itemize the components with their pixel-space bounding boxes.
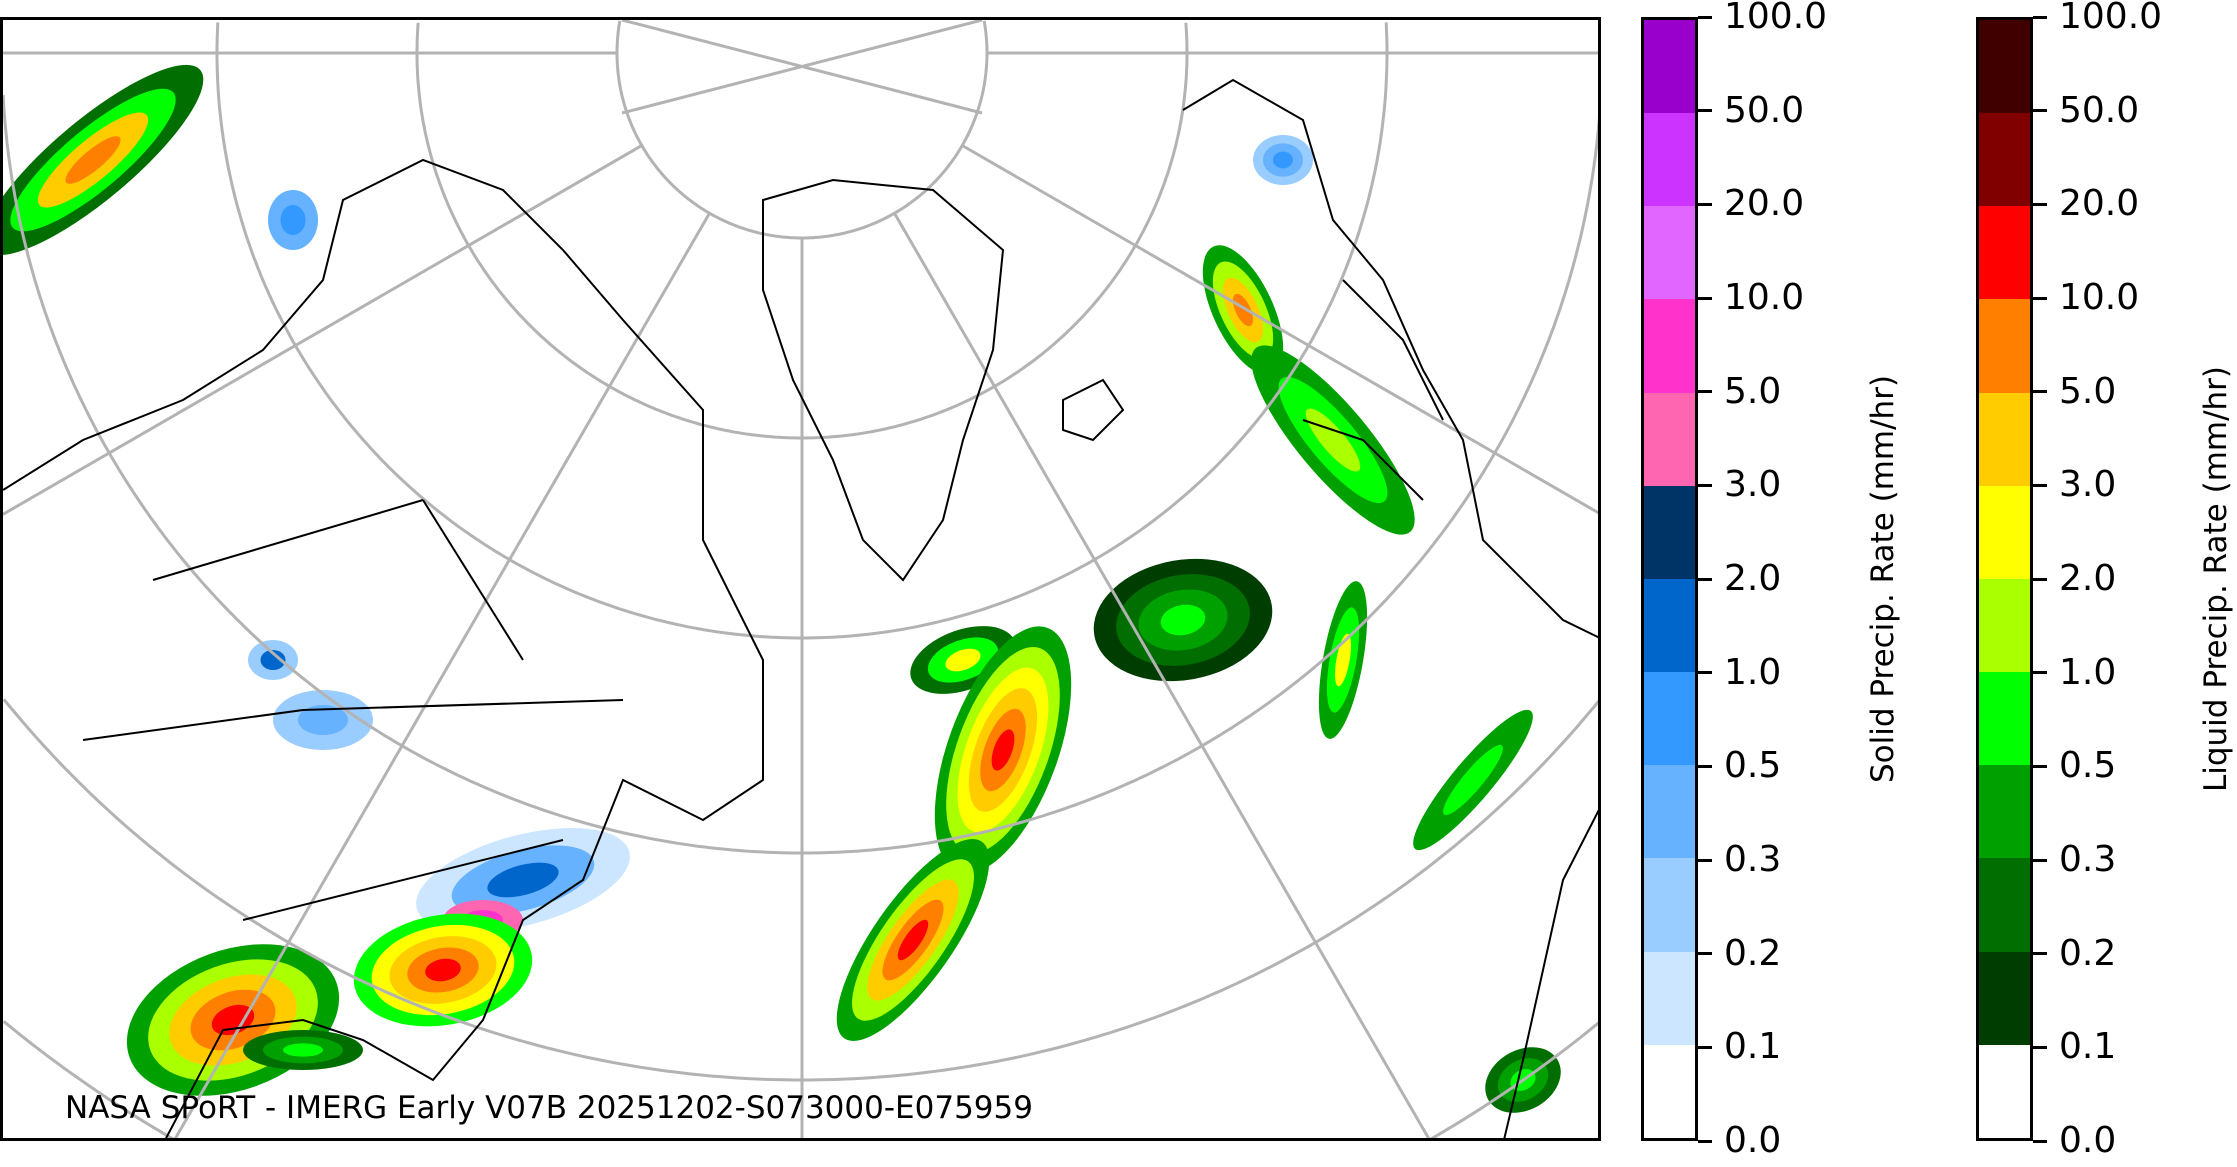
precip-area <box>487 862 559 898</box>
coastline <box>1503 809 1598 1138</box>
latitude-circle <box>615 20 989 240</box>
latitude-circle <box>415 22 1189 440</box>
solid-precip-colorbar <box>1641 17 1698 1141</box>
tick-label: 0.0 <box>2059 1120 2117 1161</box>
precipitation-map: NASA SPoRT - IMERG Early V07B 20251202-S… <box>0 17 1601 1141</box>
precip-area <box>425 958 461 982</box>
colorbar-segment <box>1644 485 1695 579</box>
colorbar-segment <box>1644 672 1695 766</box>
tick-label: 2.0 <box>1724 558 1782 599</box>
tick-label: 0.0 <box>1724 1120 1782 1161</box>
colorbar-segment <box>1644 113 1695 207</box>
precip-area <box>897 919 929 961</box>
meridian-line <box>961 144 1598 515</box>
colorbar-segment <box>1644 19 1695 114</box>
latitude-circle <box>1184 22 1189 53</box>
precip-area <box>1232 293 1254 327</box>
tick-label: 0.3 <box>1724 839 1782 880</box>
latitude-circle <box>3 1020 175 1138</box>
meridian-line <box>893 212 1431 1138</box>
tick-label: 20.0 <box>2059 183 2140 225</box>
colorbar-segment <box>1644 206 1695 300</box>
tick-label: 100.0 <box>2059 0 2163 37</box>
colorbar-segment <box>1979 578 2030 673</box>
tick-label: 100.0 <box>1724 0 1828 37</box>
colorbar-segment <box>1979 392 2030 486</box>
precip-area <box>945 648 981 672</box>
precip-area <box>298 705 348 735</box>
tick-label: 2.0 <box>2059 558 2117 599</box>
coastline <box>762 178 1005 582</box>
solid-precip-ticks: 0.0 0.1 0.2 0.3 0.5 1.0 2.0 3.0 5.0 10.0 20.0 50.0 1… <box>1698 0 1838 1161</box>
colorbar-segment <box>1644 951 1695 1045</box>
precip-area <box>260 650 286 670</box>
colorbar-segment <box>1979 206 2030 300</box>
precip-area <box>65 136 121 184</box>
tick-label: 0.2 <box>1724 932 1782 974</box>
precip-area <box>1160 604 1206 636</box>
precip-area <box>1273 151 1293 169</box>
latitude-circle <box>215 22 1389 640</box>
coastline <box>1302 279 1444 501</box>
latitude-circle <box>982 20 989 53</box>
tick-label: 0.5 <box>2059 745 2117 787</box>
liquid-precip-ticks: 0.0 0.1 0.2 0.3 0.5 1.0 2.0 3.0 5.0 10.0 20.0 50.0 1… <box>2033 0 2173 1161</box>
colorbar-segment <box>1979 113 2030 207</box>
tick-label: 0.1 <box>2059 1026 2117 1068</box>
precip-area <box>283 1043 323 1057</box>
colorbar-segment <box>1979 299 2030 393</box>
precip-area <box>280 205 306 235</box>
meridian-line <box>3 144 643 516</box>
colorbar-segment <box>1644 299 1695 393</box>
tick-label: 50.0 <box>1724 89 1805 131</box>
colorbar-segment <box>1644 765 1695 859</box>
precip-area <box>991 729 1015 771</box>
tick-label: 20.0 <box>1724 183 1805 225</box>
latitude-circle <box>3 94 1598 855</box>
tick-label: 5.0 <box>2059 370 2117 412</box>
coastline <box>3 158 764 1138</box>
tick-label: 5.0 <box>1724 370 1782 412</box>
coastline <box>82 499 624 921</box>
colorbar-segment <box>1979 858 2030 952</box>
coastline <box>1062 378 1125 442</box>
liquid-precip-label: Liquid Precip. Rate (mm/hr) <box>2198 365 2234 793</box>
tick-label: 1.0 <box>2059 651 2117 693</box>
colorbar-segment <box>1644 392 1695 486</box>
colorbar-segment <box>1644 1044 1695 1138</box>
tick-label: 0.1 <box>1724 1026 1782 1068</box>
latitude-circle <box>1384 22 1389 53</box>
map-canvas <box>3 20 1598 1138</box>
coastline <box>1182 78 1598 639</box>
colorbar-segment <box>1979 672 2030 766</box>
colorbar-segment <box>1979 485 2030 579</box>
precip-area <box>1305 408 1361 472</box>
tick-label: 10.0 <box>1724 277 1805 318</box>
tick-label: 0.3 <box>2059 839 2117 880</box>
tick-label: 0.5 <box>1724 745 1782 787</box>
tick-label: 3.0 <box>1724 464 1782 506</box>
colorbar-segment <box>1644 578 1695 673</box>
precip-area <box>1334 633 1352 687</box>
tick-label: 50.0 <box>2059 89 2140 131</box>
tick-label: 10.0 <box>2059 277 2140 318</box>
colorbar-segment <box>1979 951 2030 1045</box>
meridian-line <box>621 20 983 115</box>
tick-label: 3.0 <box>2059 464 2117 506</box>
colorbar-segment <box>1644 858 1695 952</box>
tick-label: 0.2 <box>2059 932 2117 974</box>
solid-precip-label: Solid Precip. Rate (mm/hr) <box>1865 374 1901 784</box>
colorbar-segment <box>1979 765 2030 859</box>
liquid-precip-colorbar <box>1976 17 2033 1141</box>
precip-area <box>1443 744 1503 816</box>
tick-label: 1.0 <box>1724 651 1782 693</box>
meridian-line <box>173 212 711 1138</box>
colorbar-segment <box>1979 1044 2030 1138</box>
map-caption: NASA SPoRT - IMERG Early V07B 20251202-S… <box>65 1090 1033 1126</box>
colorbar-segment <box>1979 19 2030 114</box>
